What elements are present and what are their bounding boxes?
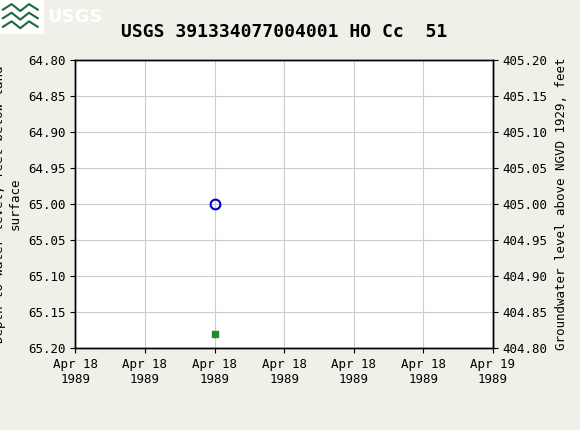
Text: USGS 391334077004001 HO Cc  51: USGS 391334077004001 HO Cc 51: [121, 23, 447, 41]
Y-axis label: Groundwater level above NGVD 1929, feet: Groundwater level above NGVD 1929, feet: [554, 58, 568, 350]
Y-axis label: Depth to water level, feet below land
surface: Depth to water level, feet below land su…: [0, 65, 21, 343]
Bar: [0, 0, 44, 34]
Text: USGS: USGS: [48, 8, 103, 26]
